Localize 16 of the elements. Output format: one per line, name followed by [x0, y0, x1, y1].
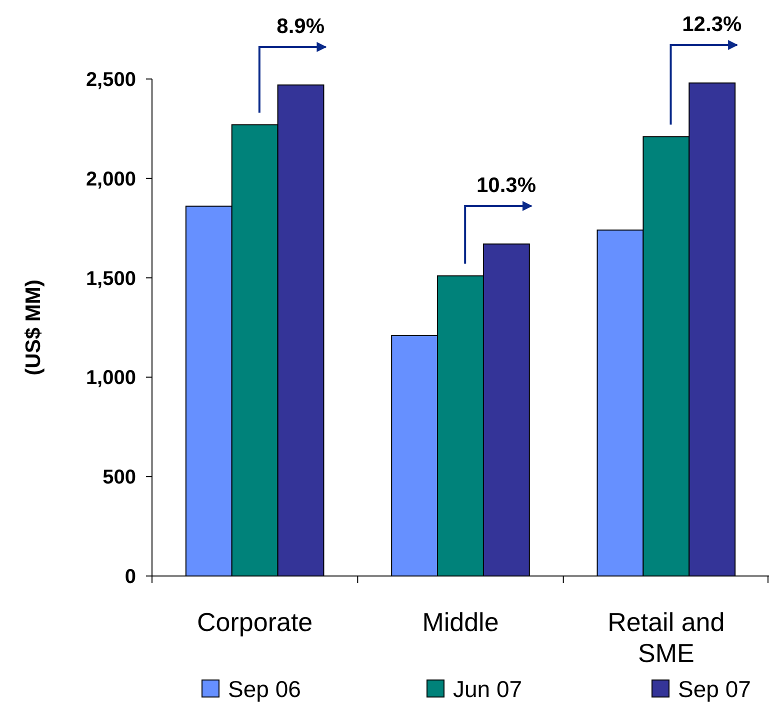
- y-tick-label: 500: [102, 466, 136, 489]
- y-tick-label: 1,000: [86, 367, 136, 390]
- y-tick-label: 1,500: [86, 268, 136, 290]
- x-tick-label: Retail and SME: [608, 607, 725, 668]
- legend-label: Sep 07: [678, 676, 751, 702]
- x-tick-label: Corporate: [197, 607, 313, 637]
- y-tick-label: 0: [124, 566, 136, 588]
- annotation: 10.3%: [476, 174, 536, 198]
- x-tick-label: Middle: [422, 607, 499, 637]
- text: 8.9%: [276, 14, 325, 38]
- legend-label: Sep 06: [228, 676, 301, 702]
- y-tick-label: 2,500: [86, 69, 136, 91]
- legend-label: Jun 07: [453, 676, 522, 702]
- text: 12.3%: [682, 12, 742, 36]
- y-tick-label: 2,000: [86, 168, 136, 190]
- y-axis-title: (US$ MM): [22, 280, 45, 376]
